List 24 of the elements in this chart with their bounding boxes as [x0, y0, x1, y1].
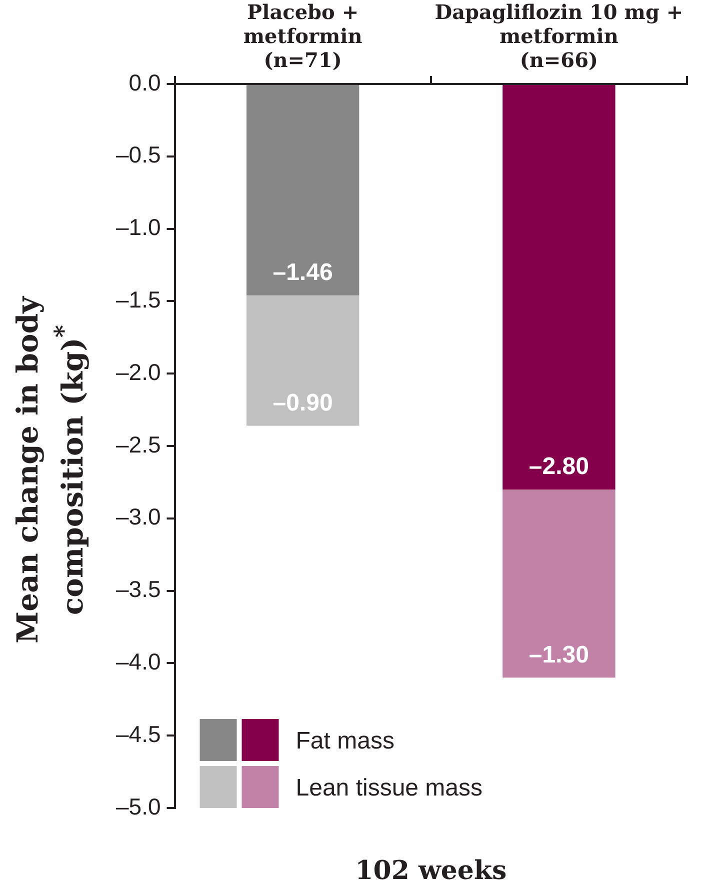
data-label: –0.90 [272, 389, 333, 416]
data-label: –2.80 [528, 453, 589, 480]
data-label: –1.46 [272, 259, 333, 286]
y-tick-label: –5.0 [116, 793, 161, 820]
bar [502, 85, 616, 490]
data-label: –1.30 [528, 641, 589, 668]
legend-label: Lean tissue mass [296, 774, 483, 802]
bar [246, 295, 360, 426]
y-tick-label: –4.0 [116, 648, 161, 675]
bar [502, 489, 616, 678]
y-tick-label: –4.5 [116, 720, 161, 747]
x-axis-title: 102 weeks [355, 856, 507, 886]
y-tick-label: –3.0 [116, 504, 161, 530]
y-tick-label: –0.5 [116, 142, 161, 168]
y-tick-label: –3.5 [116, 576, 161, 602]
x-tick-label: Dapagliflozin 10 mg + metformin (n=66) [434, 0, 684, 72]
y-tick-label: 0.0 [128, 69, 161, 96]
y-tick-label: –2.0 [116, 358, 161, 385]
y-tick-label: –1.0 [116, 214, 161, 240]
x-tick-label: Placebo + metformin (n=71) [243, 0, 363, 72]
legend-label: Fat mass [296, 728, 394, 755]
y-tick-label: –2.5 [116, 431, 161, 458]
bar [246, 85, 360, 296]
y-tick-label: –1.5 [116, 286, 161, 313]
